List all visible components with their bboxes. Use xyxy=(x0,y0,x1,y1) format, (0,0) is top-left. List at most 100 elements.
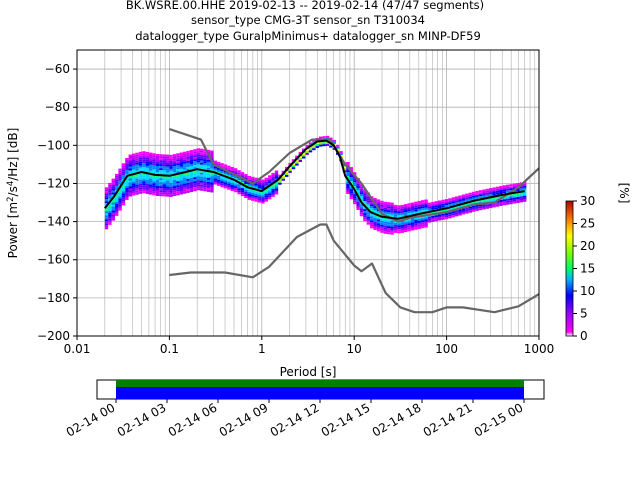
heat-cell xyxy=(325,141,330,144)
heat-cell xyxy=(431,207,435,210)
heat-cell xyxy=(478,196,483,199)
heat-cell xyxy=(404,212,408,215)
heat-cell xyxy=(370,216,374,219)
heat-cell xyxy=(142,163,146,166)
heat-cell xyxy=(400,222,404,225)
heat-cell xyxy=(502,189,506,192)
heat-cell xyxy=(142,177,146,180)
heat-cell xyxy=(135,154,139,157)
heat-cell xyxy=(155,158,160,160)
heat-cell xyxy=(183,153,187,156)
heat-cell xyxy=(383,209,387,212)
heat-cell xyxy=(485,194,489,197)
heat-cell xyxy=(495,186,500,189)
heat-cell xyxy=(196,166,200,169)
heat-cell xyxy=(138,159,143,162)
heat-cell xyxy=(162,178,166,181)
heat-cell xyxy=(499,204,503,206)
heat-cell xyxy=(138,157,143,160)
heat-cell xyxy=(128,178,132,181)
heat-cell xyxy=(244,182,248,184)
heat-cell xyxy=(206,185,211,188)
heat-cell xyxy=(200,180,204,183)
heat-cell xyxy=(397,211,401,214)
heat-cell xyxy=(152,167,156,170)
heat-cell xyxy=(152,159,156,162)
heat-cell xyxy=(210,152,214,155)
heat-cell xyxy=(240,172,245,175)
heat-cell xyxy=(152,163,156,166)
heat-cell xyxy=(346,184,350,186)
heat-cell xyxy=(387,232,391,235)
heat-cell xyxy=(210,184,214,187)
heat-cell xyxy=(145,173,149,176)
heat-cell xyxy=(366,218,370,221)
heat-cell xyxy=(342,168,347,171)
heat-cell xyxy=(363,201,367,204)
heat-cell xyxy=(427,202,432,205)
heat-cell xyxy=(217,163,221,166)
heat-cell xyxy=(203,175,207,178)
heat-cell xyxy=(149,176,153,179)
heat-cell xyxy=(121,193,126,196)
heat-cell xyxy=(489,200,493,203)
heat-cell xyxy=(149,192,153,195)
heat-cell xyxy=(373,216,377,218)
heat-cell xyxy=(285,172,289,175)
heat-cell xyxy=(210,190,214,193)
heat-cell xyxy=(118,198,122,201)
heat-cell xyxy=(176,189,180,192)
heat-cell xyxy=(203,149,207,152)
heat-cell xyxy=(145,155,149,158)
heat-cell xyxy=(451,197,455,200)
coverage-tick-label: 02-14 00 xyxy=(64,400,118,439)
heat-cell xyxy=(499,188,503,190)
heat-cell xyxy=(383,217,387,220)
heat-cell xyxy=(179,186,183,189)
heat-cell xyxy=(145,191,149,194)
heat-cell xyxy=(172,188,177,191)
heat-cell xyxy=(193,149,197,152)
heat-cell xyxy=(104,219,109,222)
colorbar-tick-label: 10 xyxy=(580,284,595,298)
heat-cell xyxy=(472,197,476,200)
heat-cell xyxy=(230,181,234,183)
heat-cell xyxy=(257,200,262,203)
heat-cell xyxy=(203,173,207,176)
heat-cell xyxy=(244,196,248,198)
heat-cell xyxy=(390,226,394,229)
heat-cell xyxy=(451,201,455,204)
heat-cell xyxy=(383,203,387,206)
heat-cell xyxy=(410,226,415,229)
heat-cell xyxy=(523,189,527,192)
heat-cell xyxy=(108,182,112,185)
heat-cell xyxy=(458,209,462,212)
heat-cell xyxy=(461,212,466,215)
heat-cell xyxy=(213,178,217,181)
heat-cell xyxy=(118,194,122,197)
heat-cell xyxy=(121,175,126,178)
heat-cell xyxy=(172,154,177,157)
heat-cell xyxy=(210,150,214,153)
heat-cell xyxy=(407,225,411,228)
heat-cell xyxy=(115,205,119,208)
colorbar-tick-label: 20 xyxy=(580,239,595,253)
heat-cell xyxy=(268,189,272,192)
heat-cell xyxy=(475,190,479,193)
heat-cell xyxy=(162,188,166,191)
heat-cell xyxy=(387,204,391,207)
heat-cell xyxy=(183,191,187,194)
heat-cell xyxy=(217,169,221,172)
probability-heatmap xyxy=(104,135,527,235)
heat-cell xyxy=(186,174,190,177)
heat-cell xyxy=(482,191,486,194)
heat-cell xyxy=(234,172,238,175)
heat-cell xyxy=(125,170,129,172)
heat-cell xyxy=(149,170,153,173)
heat-cell xyxy=(472,193,476,196)
heat-cell xyxy=(217,167,221,170)
heat-cell xyxy=(162,170,166,173)
heat-cell xyxy=(444,215,449,218)
heat-cell xyxy=(111,216,115,219)
heat-cell xyxy=(223,180,228,183)
